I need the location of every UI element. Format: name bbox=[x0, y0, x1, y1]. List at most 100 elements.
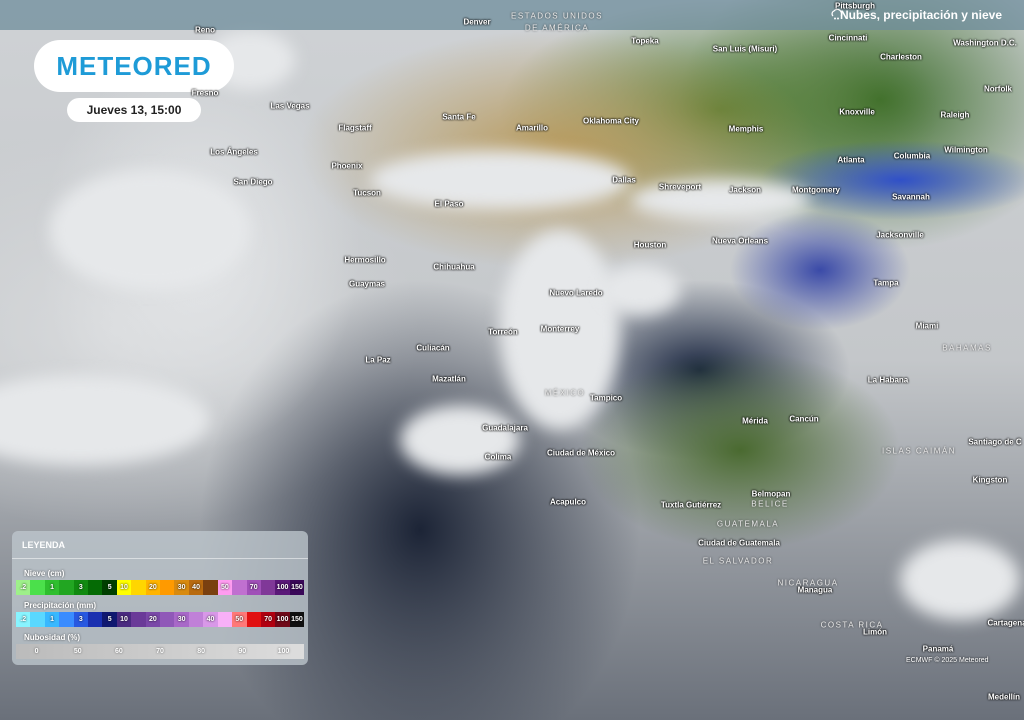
scale-cell: 70 bbox=[246, 580, 261, 595]
scale-cell: 40 bbox=[188, 580, 204, 595]
scale-cell bbox=[30, 580, 45, 595]
city-label[interactable]: Panamá bbox=[922, 644, 954, 654]
city-label[interactable]: Acapulco bbox=[549, 497, 587, 507]
scale-cell: 10 bbox=[116, 612, 132, 627]
city-label[interactable]: Cincinnati bbox=[828, 33, 868, 43]
meteored-logo[interactable]: METEORED bbox=[34, 40, 234, 92]
city-label[interactable]: Tampico bbox=[589, 393, 623, 403]
city-label[interactable]: San Diego bbox=[233, 177, 273, 187]
scale-cell: 20 bbox=[145, 580, 161, 595]
country-label: BELICE bbox=[751, 499, 789, 509]
city-label[interactable]: Tucson bbox=[353, 188, 381, 198]
city-label[interactable]: El Paso bbox=[434, 199, 464, 209]
city-label[interactable]: La Paz bbox=[365, 355, 391, 365]
cloud-label: Nubosidad (%) bbox=[24, 633, 80, 642]
country-label: NICARAGUA bbox=[777, 578, 839, 588]
logo-text: METEORED bbox=[56, 50, 212, 81]
city-label[interactable]: Columbia bbox=[893, 151, 931, 161]
cloud-area bbox=[0, 375, 210, 465]
city-label[interactable]: Colima bbox=[484, 452, 512, 462]
scale-cell: 40 bbox=[203, 612, 218, 627]
city-label[interactable]: La Habana bbox=[867, 375, 909, 385]
city-label[interactable]: Chihuahua bbox=[433, 262, 475, 272]
city-label[interactable]: Mérida bbox=[742, 416, 768, 426]
city-label[interactable]: Tampa bbox=[873, 278, 899, 288]
country-label: DE AMÉRICA bbox=[524, 23, 590, 33]
city-label[interactable]: Jackson bbox=[728, 185, 762, 195]
scale-cell bbox=[131, 612, 146, 627]
cloud-area bbox=[370, 150, 630, 210]
scale-tick: 100 bbox=[277, 648, 290, 655]
city-label[interactable]: Dallas bbox=[612, 175, 636, 185]
snow-scale: .2 1 3 5 10 20 30 40 50 70 100 150 bbox=[16, 580, 305, 595]
scale-cell bbox=[246, 612, 261, 627]
city-label[interactable]: Hermosillo bbox=[344, 255, 386, 265]
legend-panel: LEYENDA Nieve (cm) .2 1 3 5 10 20 30 40 50 70 100 1… bbox=[12, 531, 308, 665]
scale-cell: 3 bbox=[73, 612, 89, 627]
city-label[interactable]: Knoxville bbox=[839, 107, 875, 117]
city-label[interactable]: Oklahoma City bbox=[582, 116, 640, 126]
city-label[interactable]: Amarillo bbox=[515, 123, 549, 133]
city-label[interactable]: Limón bbox=[863, 627, 887, 637]
country-label: EL SALVADOR bbox=[702, 556, 774, 566]
city-label[interactable]: Raleigh bbox=[940, 110, 970, 120]
city-label[interactable]: Montgomery bbox=[792, 185, 840, 195]
cloud-area bbox=[900, 540, 1020, 620]
city-label[interactable]: Santiago de C bbox=[968, 437, 1022, 447]
city-label[interactable]: Fresno bbox=[191, 88, 219, 98]
city-label[interactable]: Cancún bbox=[789, 414, 819, 424]
city-label[interactable]: Atlanta bbox=[837, 155, 865, 165]
city-label[interactable]: Washington D.C. bbox=[953, 38, 1017, 48]
city-label[interactable]: Belmopan bbox=[751, 489, 791, 499]
city-label[interactable]: Nuevo Laredo bbox=[549, 288, 603, 298]
city-label[interactable]: Ciudad de Guatemala bbox=[698, 538, 780, 548]
city-label[interactable]: Charleston bbox=[880, 52, 922, 62]
cloud-area bbox=[500, 230, 620, 430]
cloud-area bbox=[600, 265, 680, 315]
city-label[interactable]: Memphis bbox=[728, 124, 764, 134]
city-label[interactable]: Las Vegas bbox=[270, 101, 310, 111]
scale-cell: 100 bbox=[275, 580, 290, 595]
city-label[interactable]: Nueva Orleans bbox=[711, 236, 769, 246]
city-label[interactable]: Flagstaff bbox=[338, 123, 372, 133]
city-label[interactable]: Reno bbox=[195, 25, 215, 35]
city-label[interactable]: Topeka bbox=[631, 36, 659, 46]
city-label[interactable]: Managua bbox=[797, 585, 833, 595]
forecast-datetime[interactable]: Jueves 13, 15:00 bbox=[67, 98, 201, 122]
city-label[interactable]: Guadalajara bbox=[482, 423, 528, 433]
scale-cell bbox=[188, 612, 204, 627]
city-label[interactable]: Denver bbox=[463, 17, 491, 27]
scale-tick: 70 bbox=[156, 648, 164, 655]
city-label[interactable]: Jacksonville bbox=[876, 230, 924, 240]
city-label[interactable]: Mazatlán bbox=[432, 374, 466, 384]
city-label[interactable]: Culiacán bbox=[416, 343, 450, 353]
city-label[interactable]: Tuxtla Gutiérrez bbox=[660, 500, 722, 510]
city-label[interactable]: Shreveport bbox=[658, 182, 702, 192]
city-label[interactable]: Los Ángeles bbox=[210, 147, 258, 157]
scale-cell bbox=[88, 612, 103, 627]
city-label[interactable]: Ciudad de México bbox=[546, 448, 616, 458]
city-label[interactable]: Santa Fe bbox=[442, 112, 476, 122]
precip-scale: .2 1 3 5 10 20 30 40 50 70 100 150 bbox=[16, 612, 305, 627]
city-label[interactable]: Miami bbox=[915, 321, 939, 331]
city-label[interactable]: Medellín bbox=[987, 692, 1021, 702]
city-label[interactable]: Cartagena bbox=[987, 618, 1024, 628]
country-label: MÉXICO bbox=[544, 388, 586, 398]
city-label[interactable]: San Luis (Misuri) bbox=[712, 44, 778, 54]
city-label[interactable]: Pittsburgh bbox=[835, 1, 875, 11]
city-label[interactable]: Savannah bbox=[892, 192, 930, 202]
city-label[interactable]: Kingston bbox=[972, 475, 1008, 485]
city-label[interactable]: Torreón bbox=[488, 327, 518, 337]
city-label[interactable]: Wilmington bbox=[944, 145, 988, 155]
city-label[interactable]: Phoenix bbox=[331, 161, 363, 171]
country-label: COSTA RICA bbox=[820, 620, 884, 630]
scale-cell: 3 bbox=[73, 580, 89, 595]
scale-cell: .2 bbox=[16, 612, 31, 627]
scale-cell: 30 bbox=[174, 612, 189, 627]
cloud-area bbox=[400, 405, 520, 475]
city-label[interactable]: Guaymas bbox=[348, 279, 386, 289]
city-label[interactable]: Houston bbox=[633, 240, 667, 250]
layer-title[interactable]: Nubes, precipitación y nieve bbox=[839, 8, 1002, 22]
city-label[interactable]: Norfolk bbox=[984, 84, 1012, 94]
city-label[interactable]: Monterrey bbox=[540, 324, 580, 334]
